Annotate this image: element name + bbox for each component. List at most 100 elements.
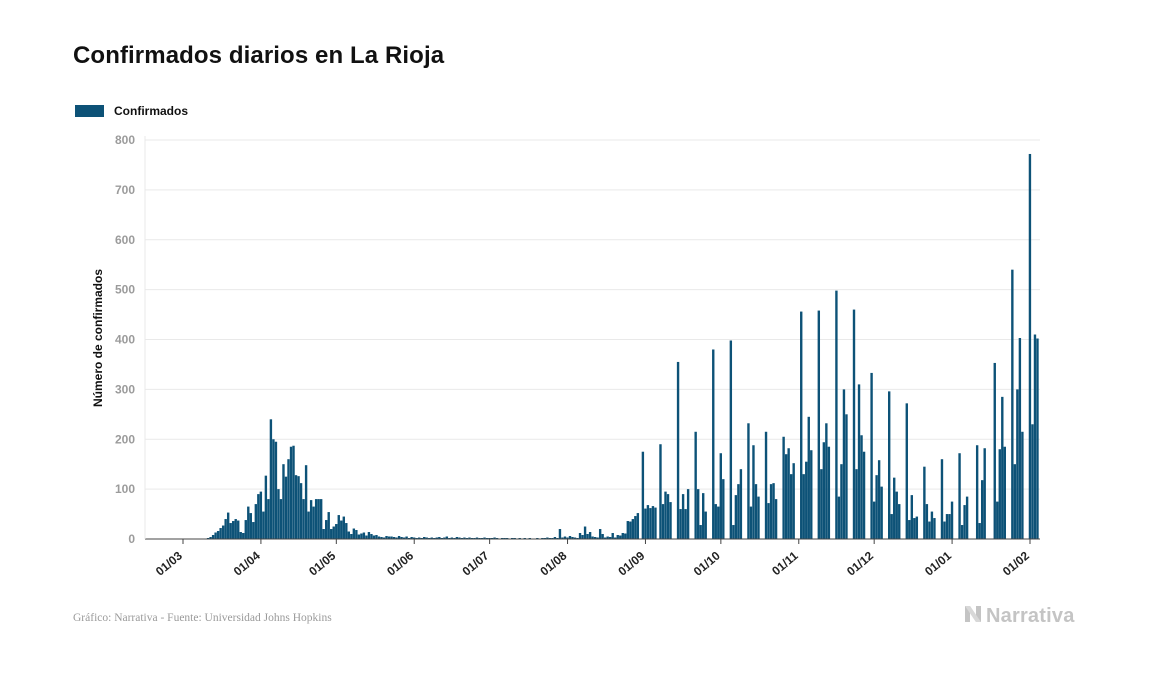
- bar: [1031, 424, 1034, 539]
- bar: [299, 483, 303, 539]
- bar: [719, 453, 722, 539]
- bar: [392, 537, 396, 539]
- y-tick-label: 200: [115, 432, 135, 446]
- brand-logo: Narrativa: [963, 604, 1075, 629]
- bar: [307, 511, 310, 539]
- bar: [209, 537, 212, 539]
- bar: [412, 537, 416, 539]
- bar: [764, 431, 768, 539]
- bar: [963, 505, 966, 539]
- bar: [641, 451, 645, 539]
- bar: [888, 391, 891, 539]
- bar: [284, 476, 288, 539]
- bar: [377, 536, 381, 539]
- bar: [566, 537, 569, 539]
- bar: [578, 533, 582, 539]
- bar: [425, 537, 428, 539]
- bar: [722, 479, 725, 539]
- bar: [274, 441, 278, 539]
- bar: [367, 532, 371, 539]
- bar: [224, 519, 227, 539]
- bar: [563, 536, 567, 539]
- bar: [221, 525, 225, 539]
- bar: [445, 536, 449, 539]
- x-axis-ticks: 01/03 01/04 01/05 01/06 01/07 01/08 01/09 01/10…: [153, 539, 1032, 579]
- bar: [350, 534, 353, 539]
- bar: [875, 475, 878, 539]
- bar: [380, 537, 383, 539]
- bar: [279, 499, 283, 539]
- bar: [945, 514, 949, 539]
- bar: [807, 416, 810, 539]
- bar: [679, 509, 682, 539]
- bar: [332, 526, 335, 539]
- bar: [769, 484, 773, 539]
- bar: [418, 537, 421, 539]
- bar: [659, 444, 662, 539]
- bar: [249, 513, 252, 539]
- bar: [870, 372, 873, 539]
- bar: [387, 536, 391, 539]
- bar: [211, 535, 215, 539]
- bar: [325, 520, 328, 539]
- bar: [405, 536, 408, 539]
- bar: [558, 529, 562, 539]
- bar: [1013, 464, 1017, 539]
- bar: [312, 506, 315, 539]
- legend-label: Confirmados: [114, 104, 189, 118]
- bar: [335, 524, 338, 539]
- bar: [347, 531, 351, 539]
- bar: [586, 534, 589, 539]
- bar: [893, 477, 896, 539]
- bar: [840, 464, 843, 539]
- bar: [1003, 446, 1006, 539]
- bar: [252, 522, 255, 539]
- bar: [802, 474, 805, 539]
- bar: [385, 536, 388, 539]
- bar: [810, 450, 813, 539]
- bar: [493, 537, 496, 539]
- bar: [910, 495, 914, 539]
- x-tick-label: 01/03: [153, 548, 185, 578]
- bar: [717, 506, 720, 539]
- legend: Confirmados: [75, 104, 188, 118]
- bar: [1036, 338, 1039, 539]
- bar: [983, 448, 986, 539]
- bar: [588, 532, 592, 539]
- y-tick-label: 800: [115, 133, 135, 147]
- bar: [1016, 389, 1019, 540]
- bar: [950, 501, 954, 539]
- bar: [357, 534, 361, 539]
- bar: [372, 535, 376, 539]
- bar: [269, 419, 273, 539]
- bar: [317, 499, 320, 539]
- bar: [1011, 269, 1014, 539]
- y-axis-label: Número de confirmados: [91, 269, 105, 407]
- bar: [980, 480, 984, 539]
- bar: [822, 442, 826, 539]
- bar: [1001, 396, 1004, 539]
- bar: [463, 537, 466, 539]
- bar: [681, 494, 685, 539]
- y-tick-label: 500: [115, 283, 135, 297]
- x-tick-label: 01/06: [384, 548, 416, 578]
- y-tick-label: 400: [115, 333, 135, 347]
- bar: [362, 532, 366, 539]
- bar: [686, 489, 690, 540]
- bar: [289, 446, 293, 539]
- bar: [272, 439, 275, 539]
- bar: [259, 491, 263, 539]
- bar: [375, 535, 378, 539]
- bar: [546, 537, 549, 539]
- bar: [940, 459, 944, 539]
- bar: [475, 537, 479, 539]
- x-tick-label: 01/04: [231, 548, 263, 578]
- bars: [206, 153, 1039, 540]
- bar: [561, 537, 564, 539]
- bar: [817, 310, 821, 539]
- bar: [614, 537, 617, 539]
- bar: [619, 535, 622, 539]
- bar: [958, 453, 961, 539]
- bar: [583, 526, 587, 539]
- y-tick-label: 0: [128, 532, 135, 546]
